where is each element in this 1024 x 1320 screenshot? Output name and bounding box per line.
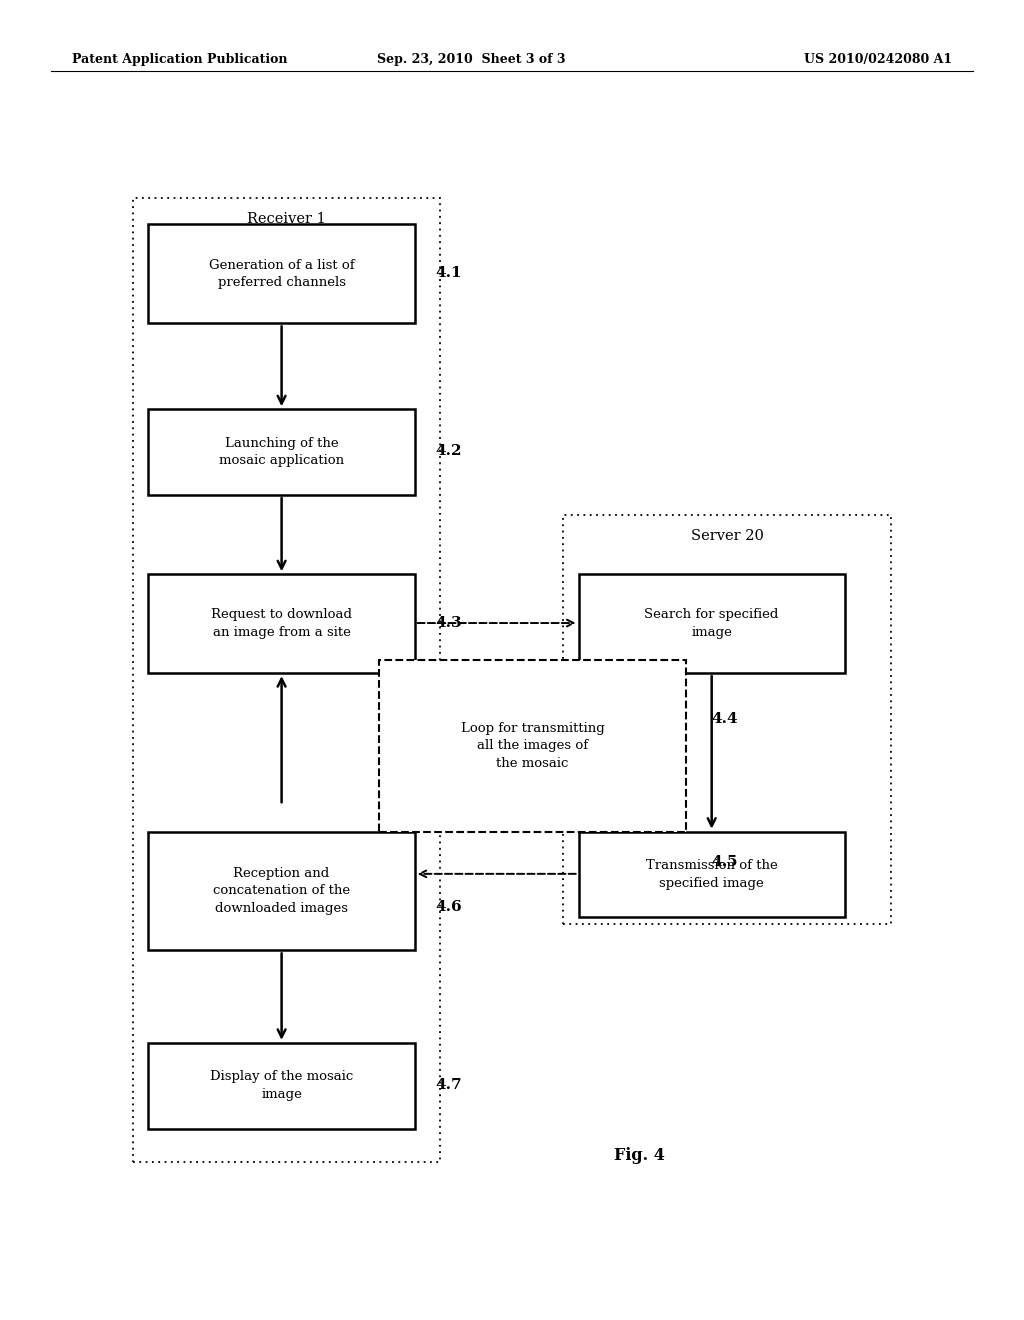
Text: US 2010/0242080 A1: US 2010/0242080 A1 [804, 53, 952, 66]
Text: Sep. 23, 2010  Sheet 3 of 3: Sep. 23, 2010 Sheet 3 of 3 [377, 53, 565, 66]
Text: 4.5: 4.5 [712, 855, 738, 869]
Text: Display of the mosaic
image: Display of the mosaic image [210, 1071, 353, 1101]
Text: Fig. 4: Fig. 4 [614, 1147, 666, 1163]
Bar [148, 224, 415, 323]
Text: Server 20: Server 20 [690, 529, 764, 543]
Text: 4.1: 4.1 [435, 267, 462, 280]
Bar [579, 832, 845, 917]
Text: 4.6: 4.6 [435, 900, 462, 913]
Bar [563, 515, 891, 924]
Bar [133, 198, 440, 1162]
Bar [148, 574, 415, 673]
Text: Search for specified
image: Search for specified image [644, 609, 779, 639]
Text: Transmission of the
specified image: Transmission of the specified image [646, 859, 777, 890]
Text: 4.2: 4.2 [435, 445, 462, 458]
Bar [148, 832, 415, 950]
Bar [148, 409, 415, 495]
Text: Patent Application Publication: Patent Application Publication [72, 53, 287, 66]
Text: Loop for transmitting
all the images of
the mosaic: Loop for transmitting all the images of … [461, 722, 604, 770]
Text: 4.3: 4.3 [435, 616, 462, 630]
Text: Request to download
an image from a site: Request to download an image from a site [211, 609, 352, 639]
Text: 4.7: 4.7 [435, 1078, 462, 1092]
Text: Launching of the
mosaic application: Launching of the mosaic application [219, 437, 344, 467]
Text: Receiver 1: Receiver 1 [248, 213, 326, 226]
Bar [379, 660, 686, 832]
Text: Generation of a list of
preferred channels: Generation of a list of preferred channe… [209, 259, 354, 289]
Bar [579, 574, 845, 673]
Text: 4.4: 4.4 [712, 713, 738, 726]
Text: Reception and
concatenation of the
downloaded images: Reception and concatenation of the downl… [213, 867, 350, 915]
Bar [148, 1043, 415, 1129]
